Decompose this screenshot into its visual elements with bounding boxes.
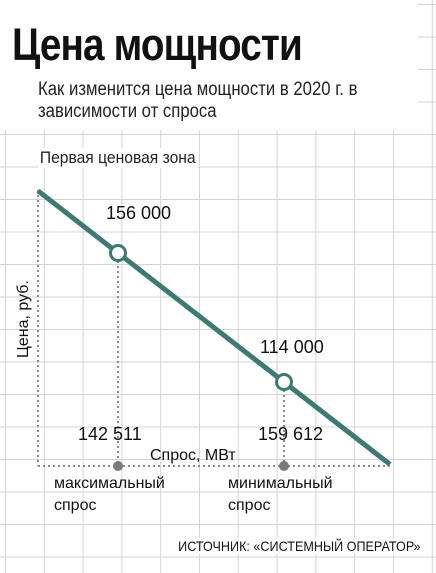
x-axis-label: Спрос, МВт	[150, 447, 236, 464]
source-note: ИСТОЧНИК: «СИСТЕМНЫЙ ОПЕРАТОР»	[175, 538, 422, 554]
y-axis-label: Цена, руб.	[15, 280, 32, 358]
header: Цена мощности Как изменится цена мощност…	[0, 0, 418, 130]
x-axis-dot	[113, 461, 123, 471]
data-label: 156 000	[106, 203, 171, 223]
point-caption: спрос	[54, 497, 96, 514]
point-caption: максимальный	[54, 475, 165, 492]
reference-lines	[37, 190, 390, 467]
x-tick-label: 142 511	[78, 424, 142, 444]
marks-group	[109, 244, 293, 471]
x-tick-label: 159 612	[258, 424, 323, 444]
series-line-group	[36, 188, 392, 467]
labels-group: 156 000 142 511 максимальный спрос 114 000 15…	[15, 203, 333, 514]
zone-label: Первая ценовая зона	[38, 148, 198, 168]
series-line	[36, 188, 392, 467]
point-caption: спрос	[228, 497, 270, 514]
x-axis-dot	[279, 461, 289, 471]
data-label: 114 000	[260, 337, 324, 357]
data-point	[109, 244, 127, 262]
chart-subtitle: Как изменится цена мощности в 2020 г. в …	[38, 79, 358, 122]
data-point	[275, 373, 293, 391]
point-caption: минимальный	[228, 475, 333, 492]
chart-title: Цена мощности	[12, 19, 303, 70]
